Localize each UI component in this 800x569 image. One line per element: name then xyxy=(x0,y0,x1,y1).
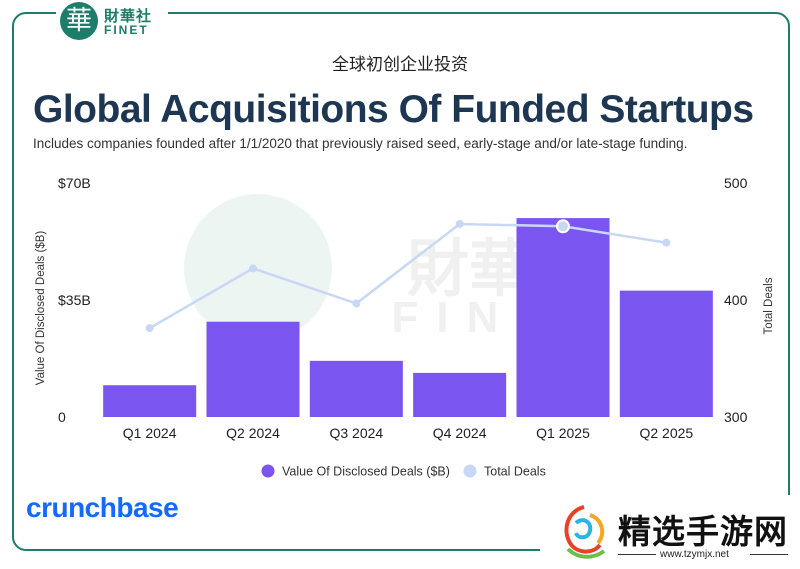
total-deals-point xyxy=(249,264,257,273)
total-deals-point xyxy=(455,219,464,228)
left-axis-title: Value Of Disclosed Deals ($B) xyxy=(35,231,47,386)
right-tick-label: 300 xyxy=(724,409,748,425)
site-badge-url: www.tzymjx.net xyxy=(660,549,729,560)
chart-frame xyxy=(12,12,790,551)
legend-label-value: Value Of Disclosed Deals ($B) xyxy=(282,465,450,479)
finet-logo-icon: 華 xyxy=(60,2,98,40)
total-deals-point xyxy=(352,299,361,308)
bar xyxy=(206,321,300,417)
right-axis-title: Total Deals xyxy=(763,277,775,334)
total-deals-point xyxy=(556,219,570,234)
bar xyxy=(103,385,197,417)
total-deals-line xyxy=(149,222,667,330)
total-deals-point xyxy=(662,238,671,247)
legend-swatch-value xyxy=(261,464,275,478)
badge-rule-left xyxy=(618,554,656,555)
right-tick-label: 400 xyxy=(724,292,748,308)
left-tick-label: $70B xyxy=(58,175,91,191)
left-tick-label: 0 xyxy=(58,409,66,425)
watermark-emblem-icon xyxy=(184,194,332,342)
header-cn: 全球初创企业投资 xyxy=(332,55,468,74)
site-badge-title: 精选手游网 xyxy=(618,513,788,550)
legend-swatch-deals xyxy=(463,464,477,478)
x-tick-label: Q2 2024 xyxy=(226,425,280,441)
swirl-logo-icon xyxy=(564,505,606,559)
crunchbase-logo: crunchbase xyxy=(26,492,179,523)
left-tick-label: $35B xyxy=(58,292,91,308)
bar xyxy=(309,360,403,417)
badge-rule-right xyxy=(750,554,788,555)
x-tick-label: Q3 2024 xyxy=(329,425,383,441)
x-tick-label: Q1 2024 xyxy=(123,425,177,441)
total-deals-point xyxy=(145,324,154,333)
right-tick-label: 500 xyxy=(724,175,748,191)
finet-logo: 華 財華社 FINET xyxy=(56,0,168,44)
chart-subtitle: Includes companies founded after 1/1/202… xyxy=(33,136,688,151)
x-tick-label: Q2 2025 xyxy=(639,425,693,441)
legend-label-deals: Total Deals xyxy=(484,465,546,479)
bar xyxy=(413,372,507,417)
finet-logo-en: FINET xyxy=(104,23,149,37)
x-tick-label: Q4 2024 xyxy=(433,425,487,441)
bar xyxy=(619,290,713,417)
x-tick-label: Q1 2025 xyxy=(536,425,590,441)
chart-title: Global Acquisitions Of Funded Startups xyxy=(33,88,754,131)
bar xyxy=(516,218,610,417)
site-badge: 精选手游网 www.tzymjx.net xyxy=(540,495,800,569)
finet-logo-cn: 財華社 xyxy=(104,8,153,25)
